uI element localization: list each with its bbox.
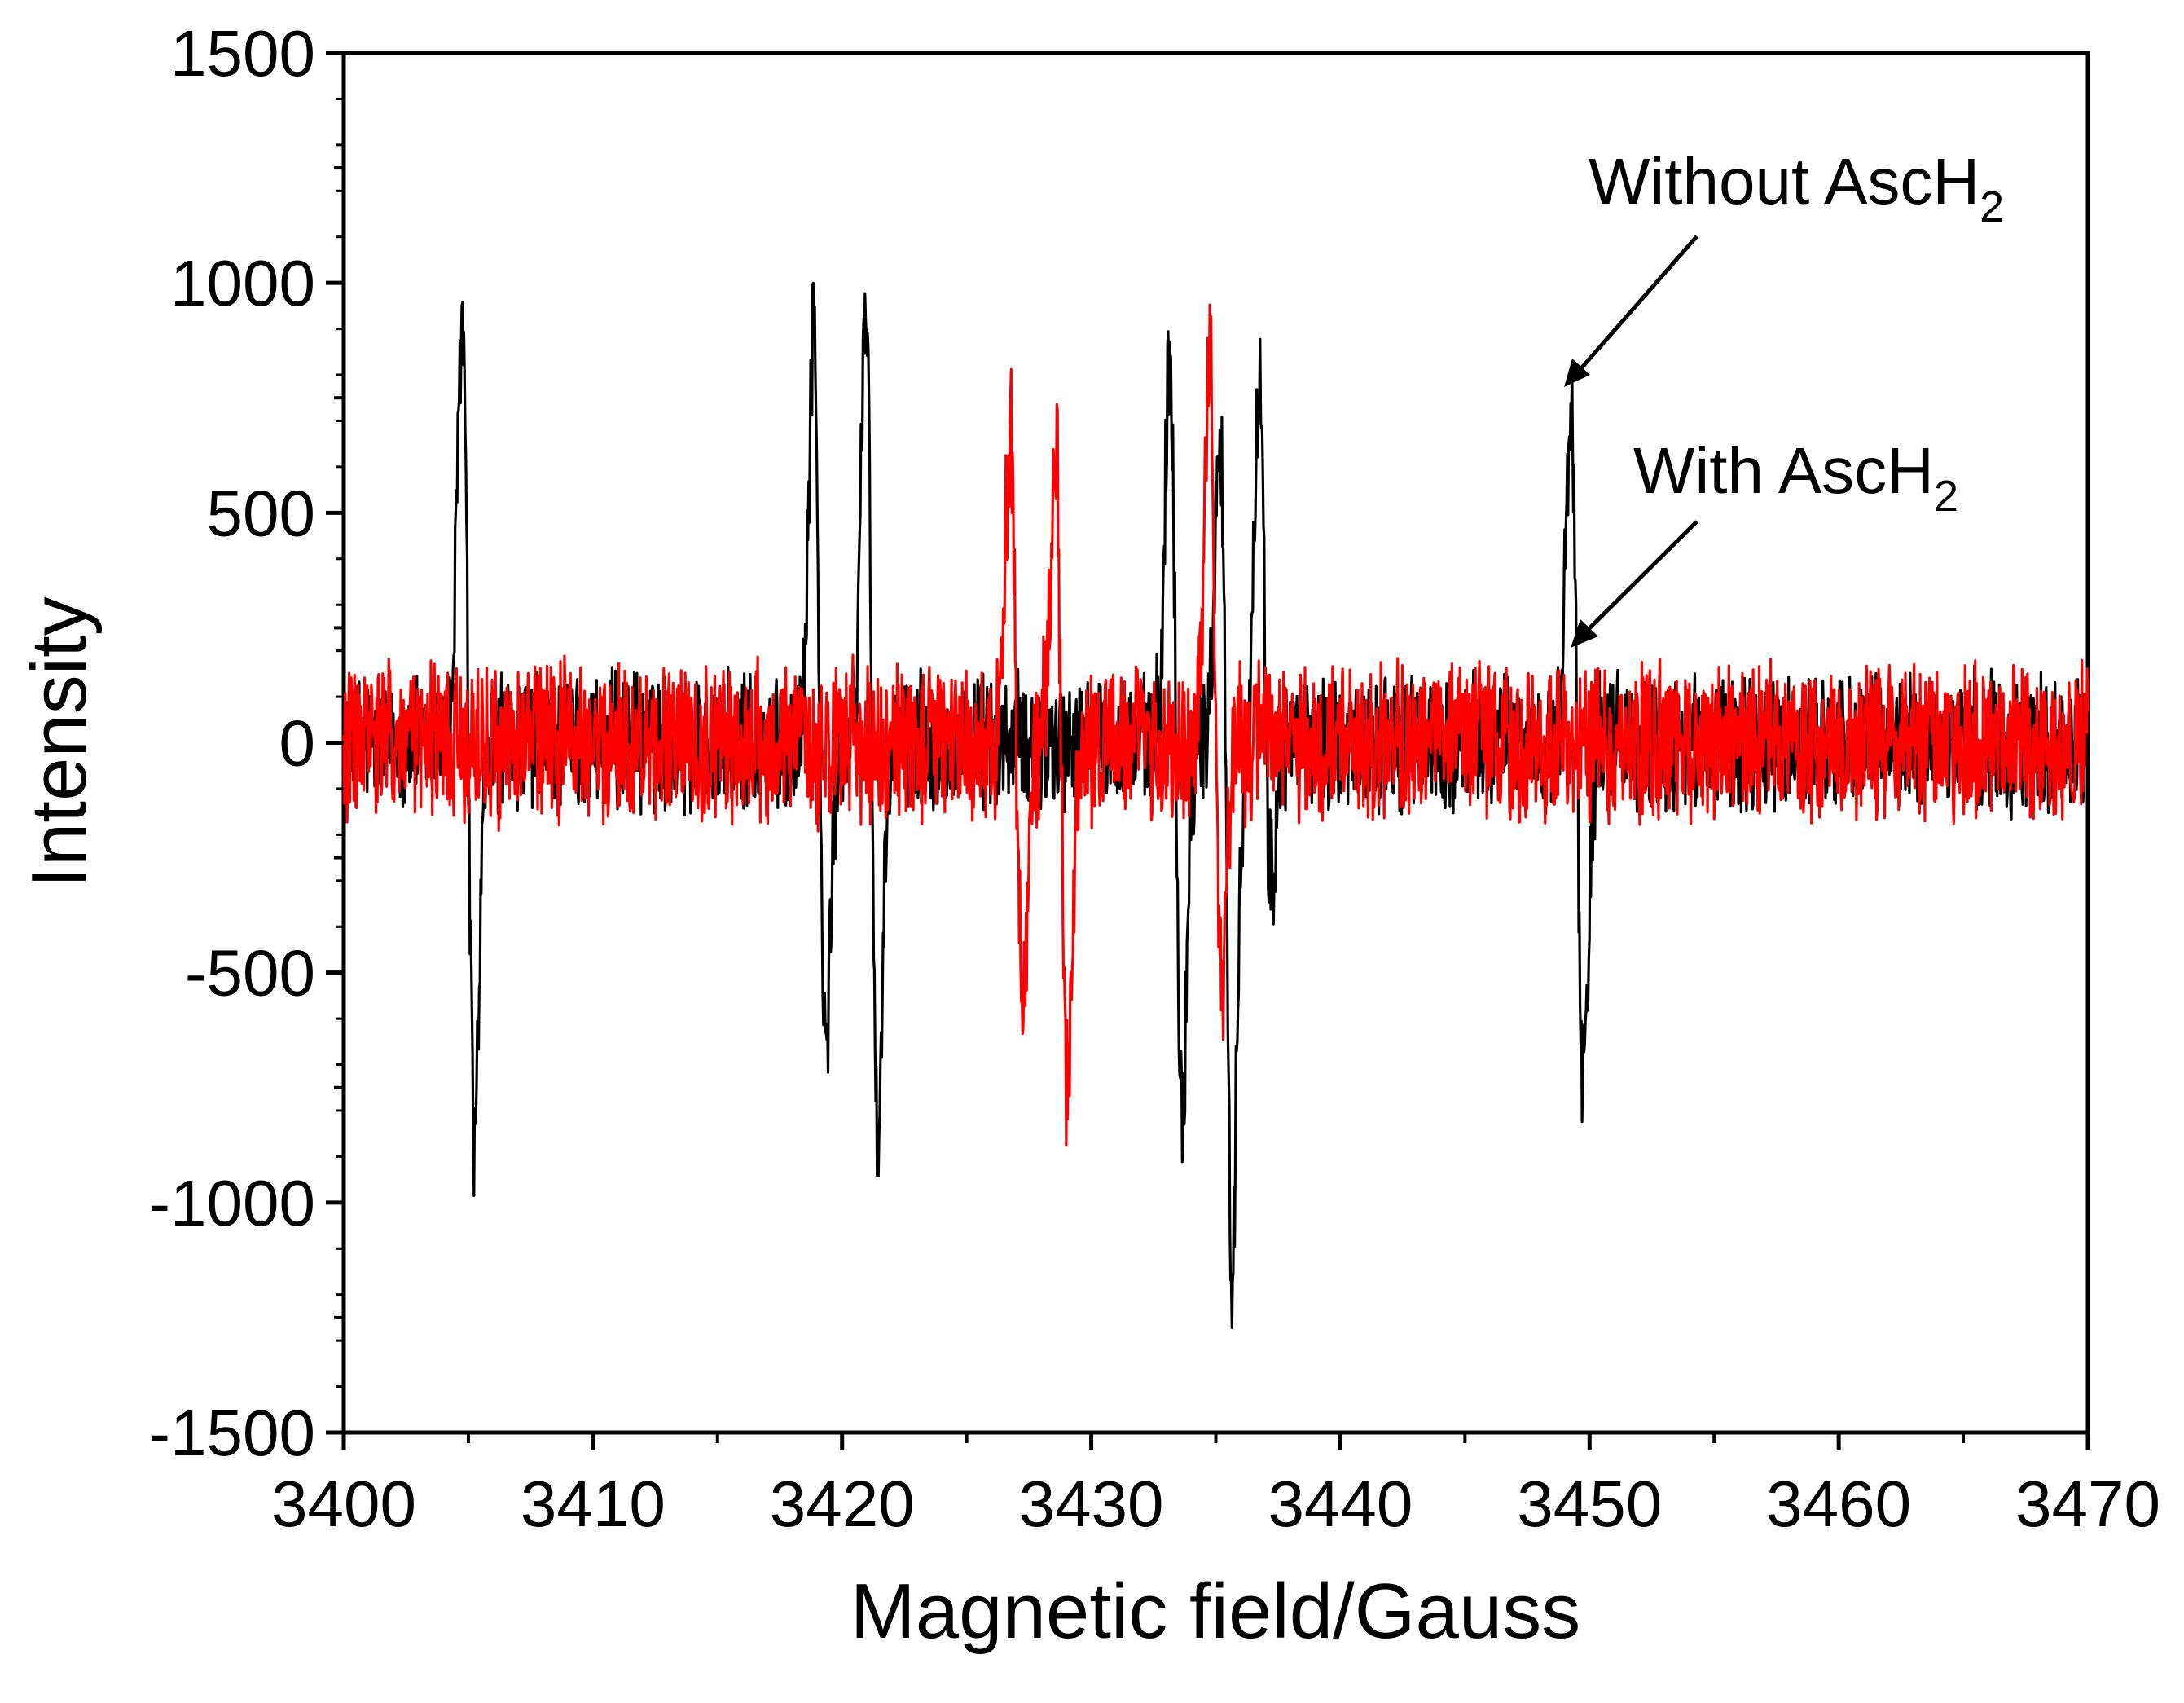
annotation-without-arrow <box>1568 235 1698 383</box>
x-axis-ticks: 3400 3410 3420 3430 3440 3450 3460 3470 <box>271 1432 2160 1540</box>
y-tick-label: 1500 <box>170 17 315 90</box>
annotation-with-arrow <box>1575 520 1698 643</box>
x-tick-label: 3420 <box>770 1468 915 1540</box>
y-tick-label: 0 <box>279 707 316 780</box>
annotation-without-asch2: Without AscH2 <box>1564 145 2004 387</box>
annotation-with-label: With AscH2 <box>1633 434 1958 521</box>
y-axis-title: Intensity <box>15 596 103 888</box>
series-with-asch2-line <box>342 303 2090 1147</box>
x-tick-label: 3470 <box>2015 1468 2160 1540</box>
y-tick-label: -500 <box>185 937 315 1010</box>
y-tick-label: 500 <box>207 477 315 549</box>
x-tick-label: 3410 <box>521 1468 666 1540</box>
y-tick-label: -1000 <box>148 1167 315 1239</box>
annotation-without-label: Without AscH2 <box>1589 145 2004 231</box>
y-tick-label: -1500 <box>148 1397 315 1469</box>
spectrum-traces <box>342 281 2090 1329</box>
x-tick-label: 3430 <box>1019 1468 1164 1540</box>
x-axis-title: Magnetic field/Gauss <box>850 1568 1580 1655</box>
annotation-without-arrowhead <box>1564 359 1590 387</box>
y-axis-ticks: 1500 1000 500 0 -500 -1000 -1500 <box>148 17 344 1469</box>
y-tick-label: 1000 <box>170 247 315 319</box>
x-tick-label: 3400 <box>271 1468 416 1540</box>
annotation-with-arrowhead <box>1571 619 1598 648</box>
x-tick-label: 3450 <box>1517 1468 1662 1540</box>
x-tick-label: 3440 <box>1268 1468 1413 1540</box>
annotation-with-asch2: With AscH2 <box>1571 434 1958 648</box>
x-tick-label: 3460 <box>1766 1468 1911 1540</box>
